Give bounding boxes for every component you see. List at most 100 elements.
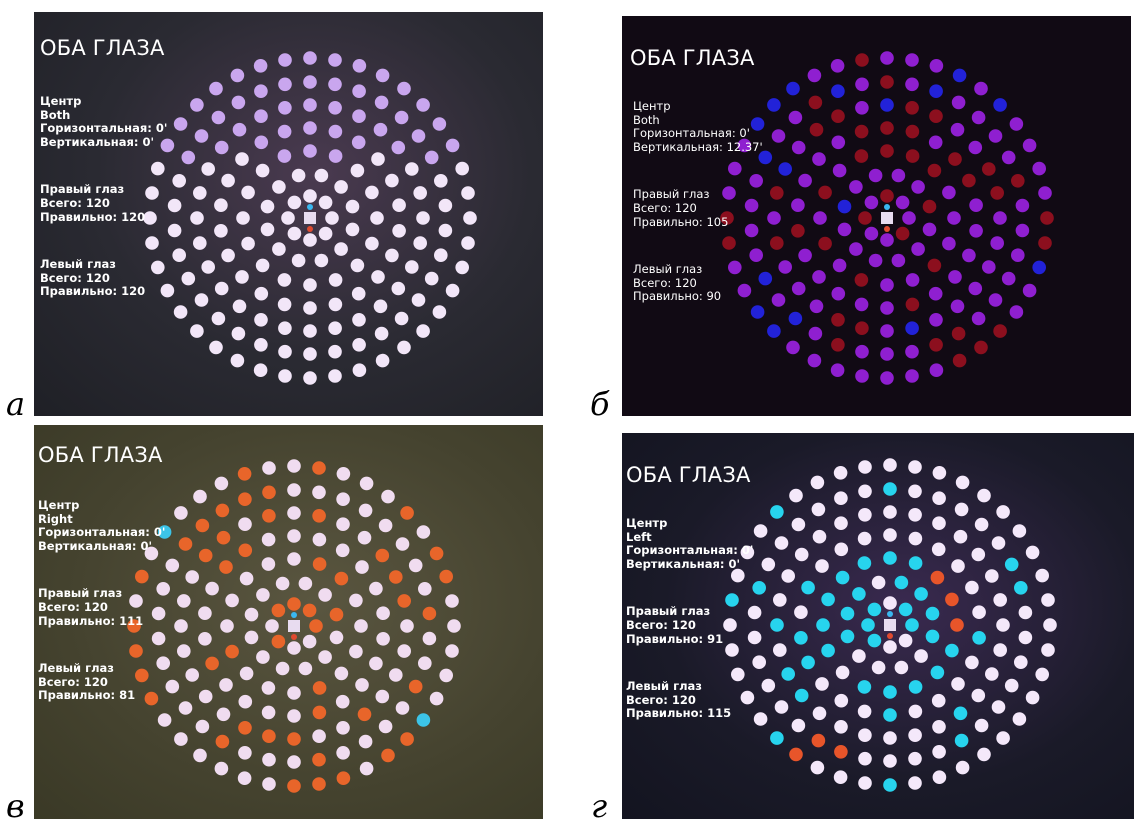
stimulus-dot — [376, 632, 390, 646]
stimulus-dot — [271, 603, 286, 618]
stimulus-dot — [955, 760, 970, 775]
stimulus-dot — [932, 491, 946, 505]
stimulus-dot — [160, 138, 175, 153]
stimulus-dot — [880, 75, 894, 89]
stimulus-dot — [334, 242, 348, 256]
field-panel-d: ОБА ГЛАЗА Центр Left Горизонтальная: 0' … — [622, 433, 1134, 819]
stimulus-dot — [982, 162, 996, 176]
stimulus-dot — [953, 529, 968, 544]
stimulus-dot — [1001, 150, 1016, 165]
stimulus-dot — [969, 224, 983, 238]
stimulus-dot — [871, 575, 886, 590]
stimulus-dot — [930, 570, 945, 585]
stimulus-dot — [351, 286, 366, 301]
stimulus-dot — [352, 59, 367, 73]
panel-title: ОБА ГЛАЗА — [38, 443, 163, 467]
stimulus-dot — [1043, 618, 1057, 632]
stimulus-dot — [855, 77, 869, 92]
stimulus-dot — [773, 643, 787, 657]
stimulus-dot — [952, 353, 967, 368]
stimulus-dot — [397, 644, 412, 658]
stimulus-dot — [445, 644, 459, 658]
fixation-dot-top — [291, 612, 297, 618]
stimulus-dot — [991, 700, 1006, 714]
stimulus-dot — [214, 476, 229, 491]
stimulus-dot — [173, 305, 188, 319]
stimulus-dot — [230, 353, 245, 368]
stimulus-dot — [328, 101, 342, 115]
stimulus-dot — [1038, 186, 1052, 200]
stimulus-dot — [818, 185, 832, 200]
stimulus-dot — [400, 619, 414, 633]
fixation-dot-bottom — [291, 634, 297, 640]
stimulus-dot — [991, 536, 1006, 550]
stimulus-dot — [392, 224, 406, 238]
stimulus-dot — [858, 211, 872, 225]
right-eye-correct: Правильно: 111 — [38, 613, 144, 628]
stimulus-dot — [287, 779, 301, 793]
stimulus-dot — [811, 502, 826, 517]
stimulus-dot — [194, 129, 209, 143]
stimulus-dot — [198, 548, 213, 563]
stimulus-dot — [287, 755, 301, 769]
stimulus-dot — [198, 632, 212, 646]
stimulus-dot — [880, 51, 894, 65]
stimulus-dot — [988, 293, 1003, 307]
stimulus-dot — [1032, 161, 1046, 176]
stimulus-dot — [424, 271, 439, 286]
stimulus-dot — [172, 248, 186, 262]
stimulus-dot — [794, 631, 808, 645]
stimulus-dot — [801, 580, 815, 595]
stimulus-dot — [303, 98, 317, 112]
stimulus-dot — [238, 721, 252, 735]
stimulus-dot — [181, 150, 196, 165]
stimulus-dot — [728, 260, 742, 275]
panel-title: ОБА ГЛАЗА — [626, 463, 751, 487]
stimulus-dot — [127, 619, 141, 633]
stimulus-dot — [883, 482, 897, 496]
stimulus-dot — [350, 163, 365, 178]
stimulus-dot — [144, 691, 159, 706]
stimulus-dot — [254, 109, 268, 123]
stimulus-dot — [156, 656, 170, 670]
center-label: Центр — [626, 516, 668, 530]
stimulus-dot — [758, 150, 773, 165]
stimulus-dot — [328, 53, 342, 67]
stimulus-dot — [807, 353, 822, 368]
left-eye-correct: Правильно: 120 — [40, 284, 146, 299]
stimulus-dot — [791, 517, 806, 532]
stimulus-dot — [303, 347, 317, 361]
stimulus-dot — [832, 163, 847, 178]
stimulus-dot — [810, 760, 825, 775]
stimulus-dot — [929, 84, 943, 98]
stimulus-dot — [831, 135, 846, 150]
stimulus-dot — [1011, 174, 1025, 188]
stats-block: Центр Left Горизонтальная: 0' Вертикальн… — [626, 516, 753, 721]
stimulus-dot — [908, 531, 923, 546]
stimulus-dot — [770, 505, 784, 519]
stimulus-dot — [810, 475, 825, 490]
stimulus-dot — [216, 530, 231, 545]
stimulus-dot — [831, 286, 846, 301]
stimulus-dot — [965, 580, 979, 595]
right-eye-heading: Правый глаз — [40, 182, 125, 197]
stimulus-dot — [336, 492, 350, 506]
stimulus-dot — [883, 731, 897, 745]
stimulus-dot — [905, 77, 919, 92]
stimulus-dot — [416, 525, 431, 539]
stimulus-dot — [880, 233, 894, 247]
stimulus-dot — [854, 297, 869, 312]
stimulus-dot — [791, 718, 806, 733]
stimulus-dot — [287, 506, 301, 520]
stimulus-dot — [215, 734, 230, 749]
stimulus-dot — [857, 556, 872, 570]
stimulus-dot — [821, 643, 835, 658]
stimulus-dot — [370, 211, 384, 225]
stimulus-dot — [314, 168, 329, 183]
stimulus-dot — [254, 84, 268, 98]
stimulus-dot — [371, 270, 385, 284]
stimulus-dot — [993, 593, 1007, 607]
stimulus-dot — [1040, 211, 1054, 225]
stimulus-dot — [808, 326, 823, 341]
right-eye-heading: Правый глаз — [626, 604, 711, 619]
